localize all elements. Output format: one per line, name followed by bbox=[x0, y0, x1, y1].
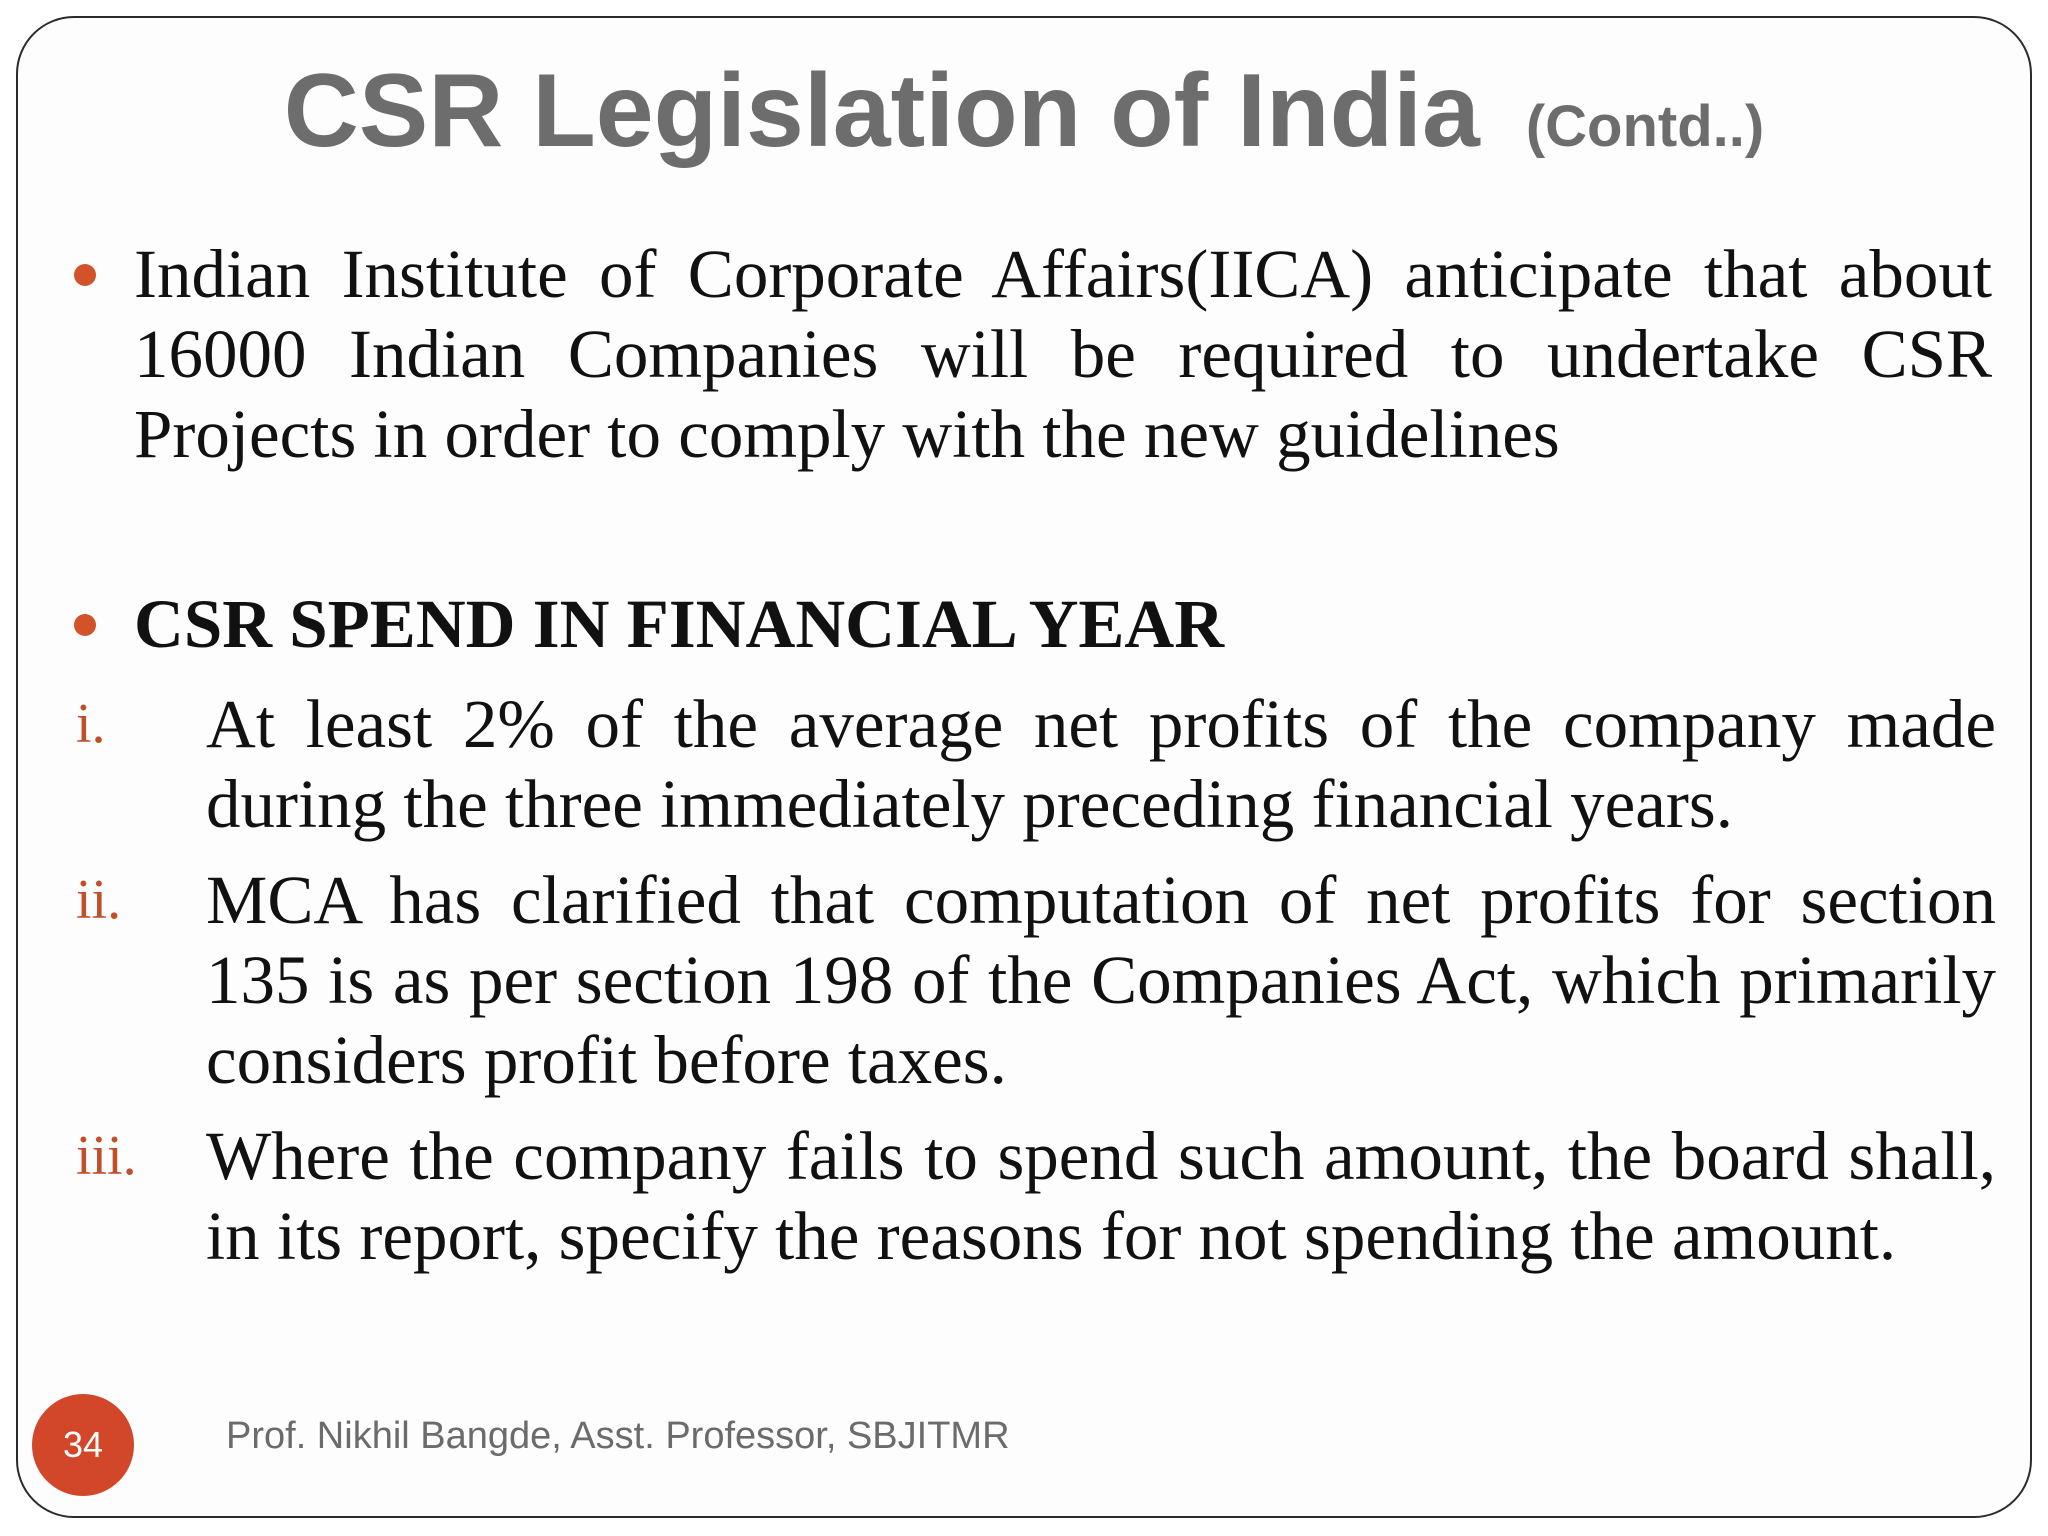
bullet-item-csr-spend: CSR SPEND IN FINANCIAL YEAR bbox=[72, 584, 1992, 664]
item-number: ii. bbox=[76, 869, 122, 931]
title-suffix: (Contd..) bbox=[1525, 94, 1765, 159]
slide-frame bbox=[16, 16, 2032, 1518]
bullet-text-iica: Indian Institute of Corporate Affairs(II… bbox=[134, 236, 1992, 472]
bullet-item-iica: Indian Institute of Corporate Affairs(II… bbox=[72, 234, 1992, 474]
numbered-item-2: ii. MCA has clarified that computation o… bbox=[76, 860, 1996, 1100]
item-number: i. bbox=[76, 693, 106, 755]
item-text: MCA has clarified that computation of ne… bbox=[206, 862, 1996, 1098]
item-text: Where the company fails to spend such am… bbox=[206, 1118, 1996, 1274]
page-number-badge: 34 bbox=[32, 1394, 134, 1496]
title-row: CSR Legislation of India (Contd..) bbox=[0, 46, 2048, 176]
item-number: iii. bbox=[76, 1125, 137, 1187]
bullet-dot-icon bbox=[74, 264, 96, 286]
numbered-item-3: iii. Where the company fails to spend su… bbox=[76, 1116, 1996, 1356]
section-heading: CSR SPEND IN FINANCIAL YEAR bbox=[134, 586, 1225, 662]
slide-title: CSR Legislation of India bbox=[283, 53, 1480, 169]
item-text: At least 2% of the average net profits o… bbox=[206, 686, 1996, 842]
footer-author: Prof. Nikhil Bangde, Asst. Professor, SB… bbox=[226, 1415, 1010, 1457]
numbered-item-1: i. At least 2% of the average net profit… bbox=[76, 684, 1996, 844]
bullet-dot-icon bbox=[74, 614, 96, 636]
